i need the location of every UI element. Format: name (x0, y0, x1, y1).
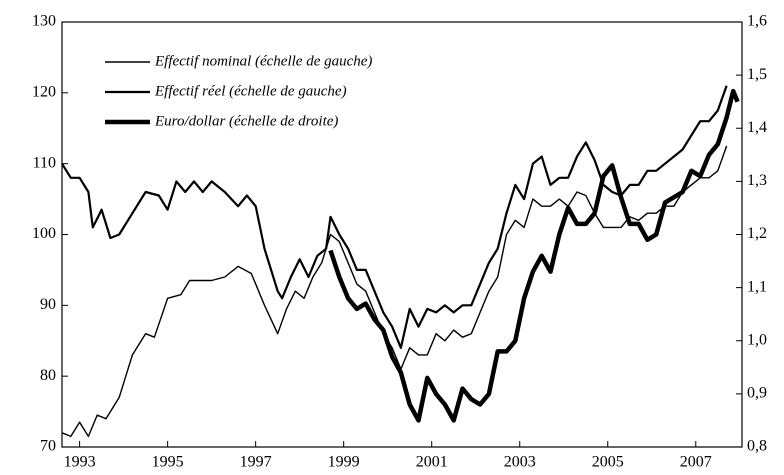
y2-tick-label: 1,2 (747, 225, 767, 242)
y2-tick-label: 1,6 (747, 13, 767, 30)
legend-label: Effectif réel (échelle de gauche) (154, 83, 347, 99)
y-tick-label: 100 (32, 225, 56, 242)
series-line (61, 145, 728, 438)
series-line (328, 88, 740, 423)
x-tick-label: 2005 (592, 454, 624, 471)
legend-label: Euro/dollar (échelle de droite) (154, 113, 338, 129)
x-tick-label: 2007 (680, 454, 712, 471)
x-tick-label: 1993 (64, 454, 96, 471)
y-tick-label: 120 (32, 84, 56, 101)
y2-tick-label: 1,1 (747, 278, 767, 295)
y2-tick-label: 0,9 (747, 385, 767, 402)
x-tick-label: 2001 (416, 454, 448, 471)
y2-tick-label: 1,0 (747, 331, 767, 348)
y-tick-label: 90 (40, 296, 56, 313)
x-tick-label: 2003 (504, 454, 536, 471)
x-tick-label: 1999 (328, 454, 360, 471)
y2-tick-label: 1,4 (747, 119, 767, 136)
legend-label: Effectif nominal (échelle de gauche) (154, 53, 372, 69)
y-tick-label: 70 (40, 438, 56, 455)
legend: Effectif nominal (échelle de gauche) Effe… (105, 53, 372, 129)
y-tick-label: 80 (40, 367, 56, 384)
y-tick-label: 110 (33, 154, 56, 171)
y2-tick-label: 1,3 (747, 172, 767, 189)
x-tick-label: 1997 (240, 454, 272, 471)
y2-tick-label: 0,8 (747, 438, 767, 455)
y-tick-label: 130 (32, 13, 56, 30)
y2-tick-label: 1,5 (747, 66, 767, 83)
x-tick-label: 1995 (152, 454, 184, 471)
